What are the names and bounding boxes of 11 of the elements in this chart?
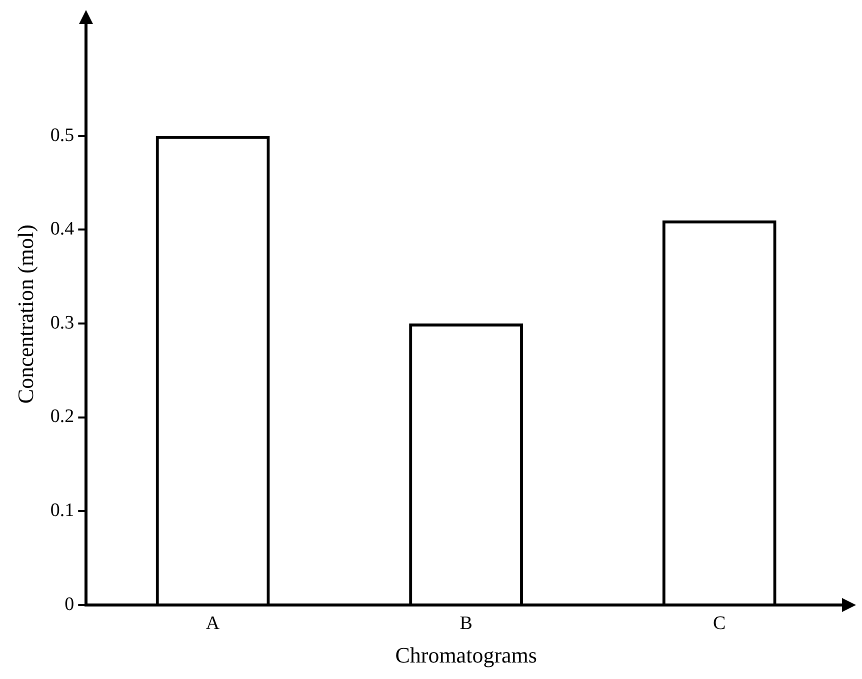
x-tick-label: C (713, 613, 726, 634)
y-tick-label: 0.3 (50, 312, 74, 334)
y-axis-title: Concentration (mol) (12, 224, 38, 404)
y-tick-label: 0.5 (50, 124, 74, 146)
x-tick-label: B (460, 613, 472, 634)
y-tick-label: 0 (64, 594, 74, 615)
y-tick-label: 0.1 (50, 500, 74, 522)
y-tick-label: 0.2 (50, 406, 74, 428)
y-tick-label: 0.4 (50, 218, 75, 240)
x-axis-title: Chromatograms (395, 642, 537, 668)
x-tick-label: A (206, 613, 220, 634)
